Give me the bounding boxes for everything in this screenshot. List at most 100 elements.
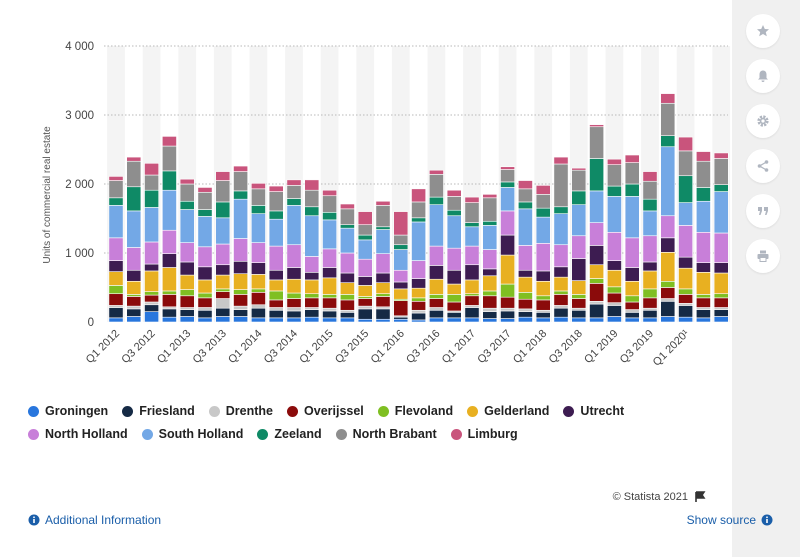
bar-segment-overijssel[interactable] <box>589 283 604 302</box>
bar-segment-north-brabant[interactable] <box>286 185 302 199</box>
bar-segment-south-holland[interactable] <box>606 196 622 233</box>
bar-segment-north-brabant[interactable] <box>606 164 622 187</box>
bar-segment-friesland[interactable] <box>589 303 604 319</box>
bar-segment-north-brabant[interactable] <box>233 171 248 192</box>
bar-segment-gelderland[interactable] <box>375 282 391 295</box>
bar-segment-limburg[interactable] <box>642 171 658 182</box>
bar-segment-limburg[interactable] <box>233 165 248 172</box>
bar-segment-gelderland[interactable] <box>126 280 142 295</box>
bar-segment-north-holland[interactable] <box>322 248 337 268</box>
bar-segment-groningen[interactable] <box>251 317 266 323</box>
bar-segment-utrecht[interactable] <box>108 260 124 272</box>
bar-segment-drenthe[interactable] <box>553 305 569 309</box>
bar-segment-drenthe[interactable] <box>482 307 498 312</box>
bar-segment-overijssel[interactable] <box>428 298 444 308</box>
bar-segment-zeeland[interactable] <box>322 211 337 221</box>
bar-segment-south-holland[interactable] <box>322 219 337 250</box>
bar-segment-limburg[interactable] <box>339 203 355 210</box>
legend-item-south-holland[interactable]: South Holland <box>141 427 243 441</box>
bar-segment-overijssel[interactable] <box>197 297 213 308</box>
bar-segment-limburg[interactable] <box>713 152 729 159</box>
bar-segment-utrecht[interactable] <box>144 263 159 272</box>
bar-segment-north-brabant[interactable] <box>251 188 266 206</box>
bar-segment-north-brabant[interactable] <box>571 169 587 192</box>
bar-segment-south-holland[interactable] <box>500 187 515 212</box>
legend-item-north-holland[interactable]: North Holland <box>28 427 128 441</box>
bar-segment-utrecht[interactable] <box>286 267 302 280</box>
bar-segment-gelderland[interactable] <box>642 270 658 290</box>
bar-segment-friesland[interactable] <box>144 304 159 312</box>
bar-segment-flevoland[interactable] <box>606 286 622 294</box>
bar-segment-limburg[interactable] <box>286 179 302 186</box>
bar-segment-zeeland[interactable] <box>339 224 355 229</box>
bar-segment-south-holland[interactable] <box>357 239 373 260</box>
bar-segment-zeeland[interactable] <box>286 198 302 206</box>
bar-segment-drenthe[interactable] <box>251 304 266 309</box>
bar-segment-limburg[interactable] <box>393 211 409 236</box>
bar-segment-utrecht[interactable] <box>428 265 444 280</box>
bar-segment-utrecht[interactable] <box>713 262 729 274</box>
bar-segment-overijssel[interactable] <box>286 298 302 308</box>
bar-segment-groningen[interactable] <box>606 316 622 323</box>
bar-segment-south-holland[interactable] <box>589 190 604 223</box>
bar-segment-gelderland[interactable] <box>464 279 480 295</box>
bar-segment-overijssel[interactable] <box>268 299 284 308</box>
bar-segment-south-holland[interactable] <box>517 208 533 246</box>
bar-segment-overijssel[interactable] <box>108 293 124 306</box>
bar-segment-overijssel[interactable] <box>393 300 409 317</box>
bar-segment-overijssel[interactable] <box>624 301 640 310</box>
bar-segment-groningen[interactable] <box>357 318 373 323</box>
bar-segment-flevoland[interactable] <box>286 292 302 299</box>
bar-segment-north-brabant[interactable] <box>322 195 337 213</box>
bar-segment-drenthe[interactable] <box>411 309 426 314</box>
bar-segment-north-holland[interactable] <box>678 225 693 258</box>
bar-segment-drenthe[interactable] <box>642 307 658 311</box>
bar-segment-south-holland[interactable] <box>215 217 231 245</box>
bar-segment-zeeland[interactable] <box>642 198 658 212</box>
bar-segment-friesland[interactable] <box>500 310 515 319</box>
bar-segment-utrecht[interactable] <box>251 262 266 275</box>
bar-segment-south-holland[interactable] <box>286 205 302 246</box>
bar-segment-gelderland[interactable] <box>535 280 551 297</box>
bar-segment-south-holland[interactable] <box>446 215 462 249</box>
bar-segment-north-holland[interactable] <box>464 245 480 266</box>
bar-segment-zeeland[interactable] <box>197 209 213 217</box>
bar-segment-north-brabant[interactable] <box>268 191 284 212</box>
bar-segment-gelderland[interactable] <box>108 271 124 286</box>
bar-segment-north-holland[interactable] <box>144 241 159 265</box>
bar-segment-north-holland[interactable] <box>713 232 729 263</box>
cite-button[interactable] <box>746 194 780 228</box>
bar-segment-zeeland[interactable] <box>357 234 373 241</box>
bar-segment-overijssel[interactable] <box>535 299 551 311</box>
bar-segment-overijssel[interactable] <box>678 294 693 304</box>
bar-segment-limburg[interactable] <box>304 179 320 191</box>
bar-segment-groningen[interactable] <box>535 317 551 323</box>
bar-segment-groningen[interactable] <box>695 317 711 323</box>
bar-segment-utrecht[interactable] <box>215 264 231 276</box>
bar-segment-groningen[interactable] <box>144 311 159 323</box>
bar-segment-south-holland[interactable] <box>179 209 195 243</box>
legend-item-zeeland[interactable]: Zeeland <box>257 427 322 441</box>
bar-segment-groningen[interactable] <box>179 316 195 323</box>
bar-segment-utrecht[interactable] <box>339 272 355 283</box>
bar-segment-overijssel[interactable] <box>606 292 622 303</box>
bar-segment-gelderland[interactable] <box>695 272 711 295</box>
print-button[interactable] <box>746 239 780 273</box>
bar-segment-flevoland[interactable] <box>624 295 640 303</box>
bar-segment-zeeland[interactable] <box>553 206 569 214</box>
bar-segment-groningen[interactable] <box>233 316 248 323</box>
bar-segment-drenthe[interactable] <box>179 307 195 310</box>
bar-segment-zeeland[interactable] <box>268 210 284 220</box>
bar-segment-zeeland[interactable] <box>695 187 711 202</box>
bar-segment-limburg[interactable] <box>660 93 676 104</box>
bar-segment-zeeland[interactable] <box>464 222 480 228</box>
bar-segment-gelderland[interactable] <box>446 283 462 295</box>
bar-segment-friesland[interactable] <box>108 307 124 319</box>
bar-segment-north-holland[interactable] <box>606 232 622 261</box>
bar-segment-overijssel[interactable] <box>713 297 729 308</box>
bar-segment-north-holland[interactable] <box>339 252 355 274</box>
bar-segment-flevoland[interactable] <box>553 290 569 295</box>
bar-segment-drenthe[interactable] <box>268 307 284 311</box>
bar-segment-limburg[interactable] <box>428 169 444 175</box>
bar-segment-limburg[interactable] <box>322 189 337 197</box>
